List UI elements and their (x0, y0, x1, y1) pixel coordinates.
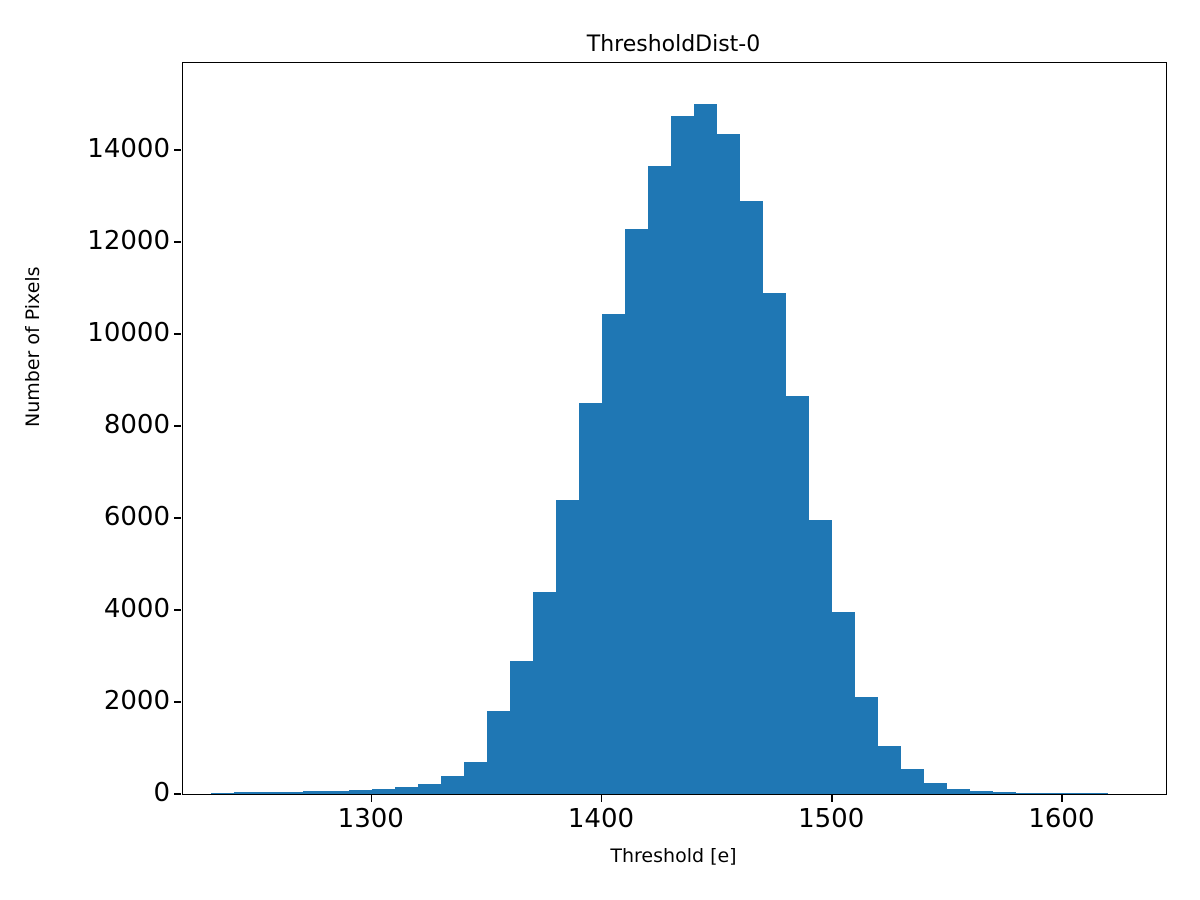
histogram-bar (371, 788, 395, 794)
histogram-bar (210, 792, 234, 794)
histogram-bar (717, 134, 741, 794)
y-tick-label: 6000 (103, 502, 170, 533)
y-tick-mark (174, 333, 181, 335)
histogram-bar (394, 787, 418, 794)
histogram-bar (578, 403, 602, 794)
histogram-bar (740, 200, 764, 794)
y-tick-label: 14000 (87, 134, 170, 165)
y-tick-label: 4000 (103, 594, 170, 625)
histogram-bar (256, 791, 280, 794)
x-tick-label: 1600 (1028, 804, 1095, 834)
x-axis-label: Threshold [e] (610, 845, 737, 867)
histogram-bar (924, 782, 948, 794)
histogram-bar (1039, 793, 1063, 794)
y-tick-label: 10000 (87, 318, 170, 349)
histogram-bar (486, 711, 510, 794)
x-tick-mark (600, 794, 603, 802)
histogram-bar (625, 228, 649, 794)
y-tick-label: 12000 (87, 226, 170, 257)
histogram-bar (1016, 792, 1040, 794)
y-tick-mark (174, 149, 181, 151)
histogram-bar (878, 745, 902, 794)
y-tick-mark (174, 793, 181, 795)
histogram-bar (1085, 793, 1109, 794)
histogram-bar (809, 520, 833, 794)
histogram-bar (302, 791, 326, 794)
x-tick-mark (370, 794, 373, 802)
histogram-bar (993, 792, 1017, 794)
y-tick-mark (174, 701, 181, 703)
histogram-bar (855, 697, 879, 794)
x-tick-label: 1500 (798, 804, 865, 834)
histogram-bar (279, 791, 303, 794)
x-tick-mark (831, 794, 833, 802)
y-tick-label: 0 (153, 778, 170, 808)
y-tick-mark (174, 241, 181, 243)
histogram-bar (601, 313, 625, 794)
histogram-bar (947, 788, 971, 794)
histogram-bar (694, 104, 718, 794)
histogram-bar (671, 115, 695, 794)
y-tick-mark (174, 425, 181, 427)
histogram-bar (509, 660, 533, 794)
histogram-bar (233, 792, 257, 794)
histogram-bar (348, 789, 372, 794)
histogram-bar (532, 591, 556, 794)
histogram-bar (832, 612, 856, 794)
histogram-bar (463, 761, 487, 794)
histogram-bar (970, 791, 994, 794)
histogram-bar (325, 790, 349, 794)
histogram-bar (555, 499, 579, 794)
y-tick-mark (174, 517, 181, 519)
histogram-bar (1062, 793, 1086, 794)
y-tick-mark (174, 609, 181, 611)
x-tick-label: 1400 (567, 804, 635, 834)
histogram-bar (648, 166, 672, 794)
x-tick-label: 1300 (337, 804, 404, 834)
x-tick-mark (1061, 794, 1063, 802)
histogram-bar (901, 768, 925, 794)
y-tick-label: 2000 (103, 686, 170, 717)
chart-title: ThresholdDist-0 (586, 32, 761, 57)
plot-area (182, 62, 1167, 795)
histogram-bar (763, 292, 787, 794)
y-tick-label: 8000 (103, 410, 170, 441)
histogram-bar (440, 775, 464, 794)
histogram-bar (417, 783, 441, 794)
histogram-bar (786, 396, 810, 794)
